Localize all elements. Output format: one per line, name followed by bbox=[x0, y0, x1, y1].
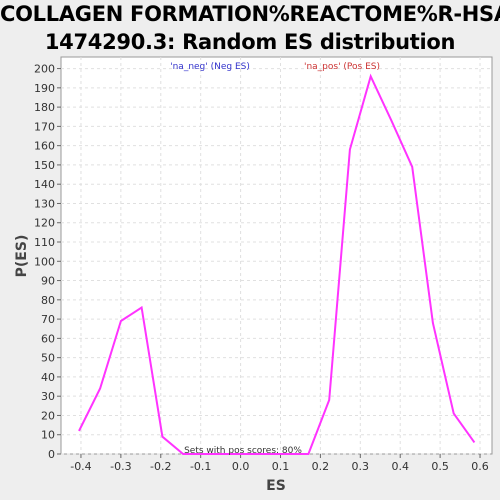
y-tick-label: 200 bbox=[34, 63, 55, 76]
y-tick-label: 40 bbox=[41, 371, 55, 384]
legend-neg: 'na_neg' (Neg ES) bbox=[170, 62, 250, 72]
y-tick-label: 10 bbox=[41, 429, 55, 442]
y-tick-label: 90 bbox=[41, 275, 55, 288]
x-tick-label: 0.1 bbox=[272, 460, 290, 473]
x-tick-label: 0.4 bbox=[391, 460, 409, 473]
y-tick-label: 150 bbox=[34, 159, 55, 172]
x-tick-label: -0.1 bbox=[190, 460, 211, 473]
series-layer bbox=[78, 73, 476, 455]
chart-title-line-2: 1474290.3: Random ES distribution bbox=[44, 30, 456, 54]
y-tick-label: 0 bbox=[48, 448, 55, 461]
pos-score-annotation: Sets with pos scores: 80% bbox=[184, 446, 302, 456]
x-tick-label: 0.2 bbox=[312, 460, 330, 473]
y-tick-label: 50 bbox=[41, 352, 55, 365]
x-tick-label: 0.0 bbox=[232, 460, 250, 473]
y-tick-label: 80 bbox=[41, 294, 55, 307]
y-axis: 0 10 20 30 40 50 60 70 80 90 100 110 120 130 140 150 160… bbox=[34, 63, 61, 461]
series-line bbox=[78, 73, 476, 455]
x-tick-label: 0.5 bbox=[431, 460, 449, 473]
y-tick-label: 70 bbox=[41, 313, 55, 326]
y-tick-label: 100 bbox=[34, 255, 55, 268]
y-tick-label: 60 bbox=[41, 332, 55, 345]
x-axis: -0.4 -0.3 -0.2 -0.1 0.0 0.1 0.2 0.3 0.4 0.5 0.6 bbox=[70, 454, 489, 473]
y-tick-label: 190 bbox=[34, 82, 55, 95]
y-tick-label: 20 bbox=[41, 409, 55, 422]
y-tick-label: 30 bbox=[41, 390, 55, 403]
x-tick-label: 0.6 bbox=[471, 460, 489, 473]
y-tick-label: 170 bbox=[34, 120, 55, 133]
chart-title: COLLAGEN FORMATION%REACTOME%R-HSA- 14742… bbox=[0, 0, 500, 56]
y-tick-label: 180 bbox=[34, 101, 55, 114]
x-tick-label: -0.3 bbox=[110, 460, 131, 473]
legend-pos: 'na_pos' (Pos ES) bbox=[304, 62, 380, 72]
grid bbox=[61, 57, 492, 455]
y-tick-label: 110 bbox=[34, 236, 55, 249]
plot-area bbox=[60, 56, 493, 455]
y-tick-label: 160 bbox=[34, 140, 55, 153]
x-tick-label: -0.2 bbox=[150, 460, 171, 473]
y-tick-label: 120 bbox=[34, 217, 55, 230]
x-axis-title: ES bbox=[266, 478, 286, 494]
x-tick-label: 0.3 bbox=[352, 460, 370, 473]
y-axis-title: P(ES) bbox=[14, 235, 30, 278]
chart-title-line-1: COLLAGEN FORMATION%REACTOME%R-HSA- bbox=[0, 2, 500, 26]
x-tick-label: -0.4 bbox=[70, 460, 91, 473]
y-tick-label: 140 bbox=[34, 178, 55, 191]
y-tick-label: 130 bbox=[34, 197, 55, 210]
